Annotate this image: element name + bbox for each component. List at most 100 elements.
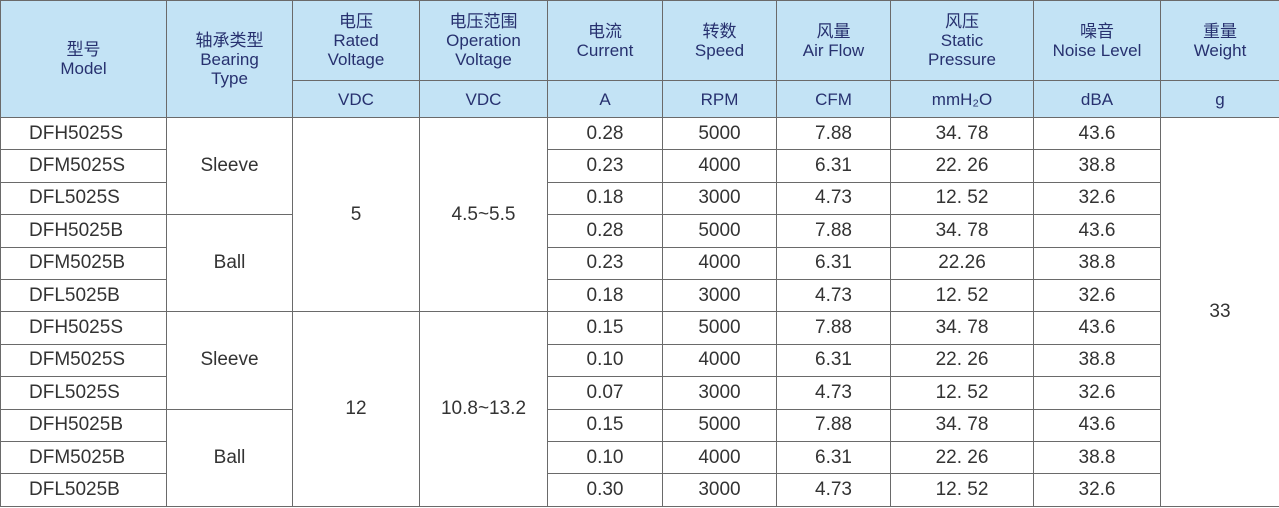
model-cell: DFM5025B (0, 440, 167, 475)
data-row: DFM5025S 0.10 4000 6.31 22. 26 38.8 (0, 343, 1279, 378)
value-cell: 6.31 (776, 149, 891, 183)
column-header: 风压 Static Pressure (890, 0, 1034, 81)
value-cell: 6.31 (776, 343, 891, 378)
value-cell: 4.73 (776, 278, 891, 313)
header-line: 电流 (588, 21, 622, 41)
data-row: DFH5025B Ball 0.28 5000 7.88 34. 78 43.6 (0, 214, 1279, 313)
header-line: 风量 (816, 21, 851, 41)
value-cell: 4.73 (776, 181, 891, 216)
unit-cell: VDC (292, 80, 420, 118)
weight-cell: 33 (1160, 117, 1279, 507)
value-cell: 0.15 (547, 408, 663, 442)
value-cell: 7.88 (776, 116, 891, 151)
table-body: DFH5025S Sleeve 5 4.5~5.5 0.28 5000 7.88 34. 78… (0, 116, 1279, 507)
data-row: DFL5025B 0.18 3000 4.73 12. 52 32.6 (0, 278, 1279, 313)
value-cell: 0.28 (547, 214, 663, 248)
header-line: Noise Level (1052, 40, 1142, 60)
data-row: DFH5025S Sleeve 12 10.8~13.2 0.15 5000 7.88 34.… (0, 311, 1279, 507)
value-cell: 6.31 (776, 440, 891, 475)
value-cell: 7.88 (776, 214, 891, 248)
header-line: Type (211, 68, 248, 88)
value-cell: 38.8 (1033, 343, 1161, 378)
header-line: Bearing (200, 49, 259, 69)
column-header: 轴承类型 Bearing Type (166, 0, 293, 118)
rated-voltage-cell: 5 (292, 116, 420, 313)
header-line: Rated (333, 31, 379, 50)
value-cell: 12. 52 (890, 278, 1034, 313)
data-row: DFL5025S 0.18 3000 4.73 12. 52 32.6 (0, 181, 1279, 216)
value-cell: 34. 78 (890, 116, 1034, 151)
column-header: 噪音 Noise Level (1033, 0, 1161, 81)
value-cell: 43.6 (1033, 408, 1161, 442)
voltage-range-cell: 10.8~13.2 (419, 311, 548, 507)
value-cell: 4000 (662, 149, 777, 183)
column-header: 风量 Air Flow (776, 0, 891, 81)
value-cell: 22. 26 (890, 440, 1034, 475)
unit-row: VDC VDC A RPM CFM mmH₂O dBA g (1, 80, 1279, 118)
value-cell: 3000 (662, 181, 777, 216)
unit-cell: VDC (419, 80, 548, 118)
value-cell: 43.6 (1033, 311, 1161, 345)
value-cell: 0.10 (547, 440, 663, 475)
rated-voltage-cell: 12 (292, 311, 420, 507)
value-cell: 4000 (662, 343, 777, 378)
column-header: 电压 Rated Voltage (292, 0, 420, 81)
model-cell: DFL5025B (0, 473, 167, 507)
header-line: 重量 (1203, 21, 1237, 41)
value-cell: 5000 (662, 214, 777, 248)
value-cell: 34. 78 (890, 214, 1034, 248)
model-cell: DFL5025S (0, 376, 167, 410)
value-cell: 5000 (662, 311, 777, 345)
value-cell: 0.30 (547, 473, 663, 507)
value-cell: 12. 52 (890, 473, 1034, 507)
value-cell: 0.28 (547, 116, 663, 151)
value-cell: 32.6 (1033, 473, 1161, 507)
header-line: Air Flow (802, 40, 865, 60)
model-cell: DFL5025B (0, 278, 167, 313)
value-cell: 34. 78 (890, 408, 1034, 442)
bearing-cell: Sleeve (166, 116, 293, 216)
bearing-cell: Sleeve (166, 311, 293, 410)
header-line: Model (60, 59, 107, 78)
model-cell: DFH5025B (0, 408, 167, 442)
value-cell: 4.73 (776, 376, 891, 410)
model-cell: DFM5025S (0, 149, 167, 183)
unit-cell: RPM (662, 80, 777, 118)
value-cell: 43.6 (1033, 116, 1161, 151)
header-line: Pressure (927, 50, 997, 69)
unit-cell: CFM (776, 80, 891, 118)
column-header: 电流 Current (547, 0, 663, 81)
header-line: Weight (1193, 40, 1247, 60)
unit-cell: dBA (1033, 80, 1161, 118)
data-row: DFH5025S Sleeve 5 4.5~5.5 0.28 5000 7.88 34. 78… (0, 116, 1279, 507)
value-cell: 7.88 (776, 408, 891, 442)
value-cell: 32.6 (1033, 181, 1161, 216)
model-cell: DFM5025S (0, 343, 167, 378)
value-cell: 0.18 (547, 278, 663, 313)
column-header: 转数 Speed (662, 0, 777, 81)
unit-cell: mmH₂O (890, 80, 1034, 118)
value-cell: 7.88 (776, 311, 891, 345)
header-line: Static (940, 31, 984, 50)
table-header: 型号 Model 轴承类型 Bearing Type 电压 Rated Voltage 电压范围… (0, 0, 1279, 118)
voltage-range-cell: 4.5~5.5 (419, 116, 548, 313)
header-line: Current (576, 40, 634, 60)
value-cell: 22.26 (890, 246, 1034, 280)
value-cell: 3000 (662, 278, 777, 313)
data-row: DFL5025S 0.07 3000 4.73 12. 52 32.6 (0, 376, 1279, 410)
bearing-cell: Ball (166, 408, 293, 507)
header-line: 噪音 (1080, 21, 1114, 41)
value-cell: 3000 (662, 473, 777, 507)
model-cell: DFH5025B (0, 214, 167, 248)
header-line: 轴承类型 (195, 30, 264, 50)
value-cell: 38.8 (1033, 149, 1161, 183)
model-cell: DFL5025S (0, 181, 167, 216)
value-cell: 4000 (662, 440, 777, 475)
column-header: 电压范围 Operation Voltage (419, 0, 548, 81)
value-cell: 22. 26 (890, 343, 1034, 378)
model-cell: DFH5025S (0, 311, 167, 345)
header-line: 风压 (945, 12, 979, 31)
value-cell: 5000 (662, 408, 777, 442)
unit-cell: g (1160, 80, 1279, 118)
value-cell: 32.6 (1033, 278, 1161, 313)
